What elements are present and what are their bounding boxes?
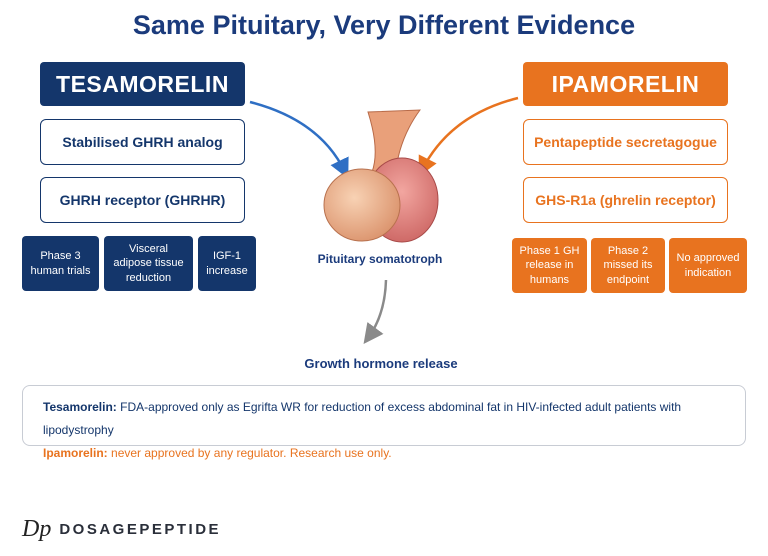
brand-name: DOSAGEPEPTIDE — [59, 521, 222, 538]
brand-logo: Dp — [22, 516, 52, 542]
left-box: GHRH receptor (GHRHR) — [40, 177, 245, 223]
output-label: Growth hormone release — [304, 356, 458, 371]
note-text: never approved by any regulator. Researc… — [111, 446, 392, 460]
note-text: FDA-approved only as Egrifta WR for redu… — [43, 400, 682, 437]
brand: Dp DOSAGEPEPTIDE — [22, 516, 221, 543]
note-box: Tesamorelin: FDA-approved only as Egrift… — [22, 385, 746, 460]
left-box: Stabilised GHRH analog — [40, 119, 245, 165]
left-tile: Visceral adipose tissue reduction — [104, 236, 193, 291]
arrow — [249, 100, 349, 179]
note-lead: Tesamorelin: — [43, 400, 117, 414]
right-header: IPAMORELIN — [523, 62, 728, 106]
center-label: Pituitary somatotroph — [317, 252, 443, 266]
left-header: TESAMORELIN — [40, 62, 245, 106]
left-tile: Phase 3 human trials — [22, 236, 99, 291]
title: Same Pituitary, Very Different Evidence — [132, 10, 636, 40]
right-tile: Phase 1 GH release in humans — [512, 238, 587, 293]
left-tile: IGF-1 increase — [198, 236, 256, 291]
note-line: Tesamorelin: FDA-approved only as Egrift… — [43, 396, 725, 442]
right-box: GHS-R1a (ghrelin receptor) — [523, 177, 728, 223]
note-lead: Ipamorelin: — [43, 446, 108, 460]
note-line: Ipamorelin: never approved by any regula… — [43, 442, 725, 465]
arrow — [418, 96, 519, 177]
right-tile: No approved indication — [669, 238, 747, 293]
anterior-lobe — [323, 168, 401, 242]
right-tile: Phase 2 missed its endpoint — [591, 238, 665, 293]
arrow — [363, 279, 388, 345]
right-box: Pentapeptide secretagogue — [523, 119, 728, 165]
